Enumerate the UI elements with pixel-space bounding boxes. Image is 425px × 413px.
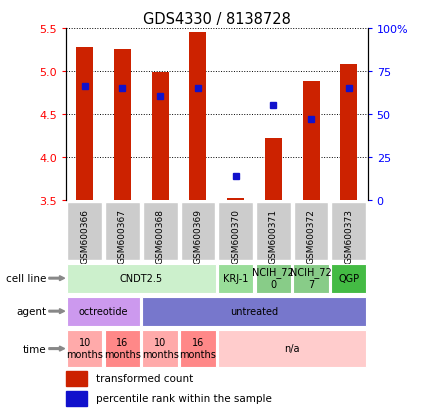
Text: 10
months: 10 months xyxy=(66,337,103,359)
FancyBboxPatch shape xyxy=(142,330,178,368)
FancyBboxPatch shape xyxy=(331,264,366,293)
Text: GSM600370: GSM600370 xyxy=(231,209,240,263)
Text: GSM600373: GSM600373 xyxy=(344,209,353,263)
FancyBboxPatch shape xyxy=(332,203,366,260)
Text: untreated: untreated xyxy=(230,306,278,316)
Bar xyxy=(114,50,131,200)
Text: 16
months: 16 months xyxy=(179,337,216,359)
FancyBboxPatch shape xyxy=(143,203,178,260)
Bar xyxy=(265,138,282,200)
FancyBboxPatch shape xyxy=(256,203,291,260)
FancyBboxPatch shape xyxy=(105,330,140,368)
Bar xyxy=(66,391,87,406)
Text: GSM600372: GSM600372 xyxy=(306,209,315,263)
Bar xyxy=(303,82,320,200)
Text: cell line: cell line xyxy=(6,273,47,283)
Text: GSM600369: GSM600369 xyxy=(193,209,202,263)
Title: GDS4330 / 8138728: GDS4330 / 8138728 xyxy=(143,12,291,27)
Text: n/a: n/a xyxy=(284,343,300,353)
Text: agent: agent xyxy=(17,306,47,316)
Text: 10
months: 10 months xyxy=(142,337,178,359)
Bar xyxy=(190,33,207,200)
Text: NCIH_72
7: NCIH_72 7 xyxy=(290,267,332,289)
Text: KRJ-1: KRJ-1 xyxy=(223,273,248,283)
Text: CNDT2.5: CNDT2.5 xyxy=(120,273,163,283)
Text: QGP: QGP xyxy=(338,273,359,283)
Text: percentile rank within the sample: percentile rank within the sample xyxy=(96,394,272,404)
Bar xyxy=(227,199,244,200)
Text: GSM600367: GSM600367 xyxy=(118,209,127,263)
FancyBboxPatch shape xyxy=(218,330,366,368)
FancyBboxPatch shape xyxy=(105,203,140,260)
FancyBboxPatch shape xyxy=(181,203,215,260)
FancyBboxPatch shape xyxy=(218,203,253,260)
Text: transformed count: transformed count xyxy=(96,373,193,383)
FancyBboxPatch shape xyxy=(218,264,253,293)
Text: GSM600366: GSM600366 xyxy=(80,209,89,263)
Bar xyxy=(66,371,87,386)
FancyBboxPatch shape xyxy=(67,264,215,293)
Text: octreotide: octreotide xyxy=(79,306,128,316)
Bar xyxy=(340,64,357,200)
Bar xyxy=(76,47,93,200)
FancyBboxPatch shape xyxy=(67,330,102,368)
FancyBboxPatch shape xyxy=(255,264,291,293)
FancyBboxPatch shape xyxy=(67,297,140,326)
Text: time: time xyxy=(23,344,47,354)
Text: NCIH_72
0: NCIH_72 0 xyxy=(252,267,294,289)
Text: GSM600368: GSM600368 xyxy=(156,209,164,263)
Bar xyxy=(152,73,169,200)
FancyBboxPatch shape xyxy=(180,330,215,368)
FancyBboxPatch shape xyxy=(68,203,102,260)
FancyBboxPatch shape xyxy=(294,203,329,260)
FancyBboxPatch shape xyxy=(142,297,366,326)
Text: GSM600371: GSM600371 xyxy=(269,209,278,263)
Text: 16
months: 16 months xyxy=(104,337,141,359)
FancyBboxPatch shape xyxy=(293,264,329,293)
